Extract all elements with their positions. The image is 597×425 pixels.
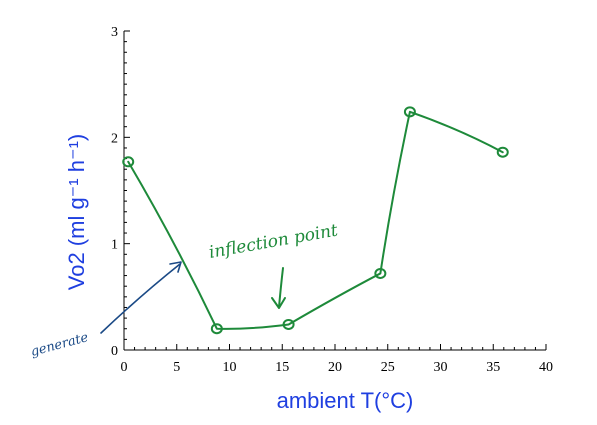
y-tick-label: 3	[111, 25, 118, 40]
x-axis-title: ambient T(°C)	[277, 388, 414, 413]
series-layer	[122, 106, 509, 335]
series-line	[127, 110, 504, 330]
generate-label: generate	[29, 330, 90, 360]
x-tick-label: 15	[275, 360, 289, 375]
generate-arrow	[100, 261, 182, 334]
data-point	[122, 156, 135, 168]
x-tick-label: 40	[539, 360, 553, 375]
axes: 0 5 10 15 20 25 30 35 40 0 1 2 3	[111, 25, 553, 375]
x-tick-label: 35	[486, 360, 500, 375]
x-tick-label: 5	[173, 360, 180, 375]
inflection-point-label: inflection point	[207, 221, 339, 263]
generate-annotation: generate	[29, 261, 182, 360]
data-point	[210, 323, 223, 335]
y-tick-label: 0	[111, 344, 118, 359]
x-tick-label: 10	[223, 360, 237, 375]
x-tick-label: 0	[121, 360, 128, 375]
y-tick-label: 1	[111, 238, 118, 253]
data-point	[496, 146, 509, 158]
inflection-arrow	[271, 267, 286, 309]
y-tick-label: 2	[111, 131, 118, 146]
y-ticks: 0 1 2 3	[111, 25, 130, 359]
data-point	[403, 106, 416, 118]
x-tick-label: 30	[434, 360, 448, 375]
x-tick-label: 20	[328, 360, 342, 375]
x-tick-label: 25	[381, 360, 395, 375]
data-point	[374, 267, 387, 279]
inflection-annotation: inflection point	[207, 221, 340, 309]
data-point	[282, 318, 295, 330]
y-axis-title: Vo2 (ml g⁻¹ h⁻¹)	[64, 134, 89, 290]
x-ticks: 0 5 10 15 20 25 30 35 40	[121, 344, 553, 375]
